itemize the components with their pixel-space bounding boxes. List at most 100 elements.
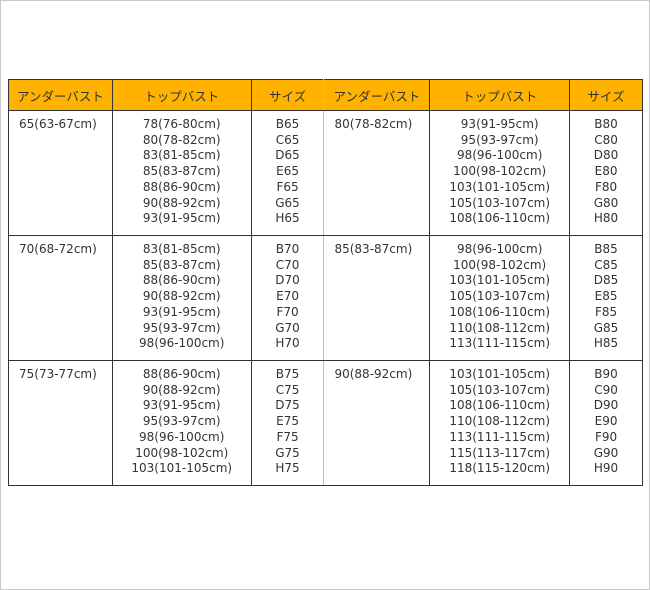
size-cell: B85 C85 D85 E85 F85 G85 H85 [569,235,643,361]
top-bust-value: 105(103-107cm) [449,289,551,304]
top-bust-value: 93(91-95cm) [142,304,221,319]
size-value: D85 [593,273,619,288]
size-value: F90 [594,429,618,444]
size-value: H70 [275,336,300,351]
top-bust-value: 113(111-115cm) [449,429,551,444]
top-bust-value: 103(101-105cm) [131,461,233,476]
top-bust-value: 115(113-117cm) [449,445,551,460]
size-value: E85 [594,289,618,304]
top-bust-value: 108(106-110cm) [449,398,551,413]
size-value: B90 [594,367,618,381]
top-bust-cell: 93(91-95cm) 95(93-97cm) 98(96-100cm) 100(98… [429,110,571,236]
top-bust-value: 88(86-90cm) [142,273,221,288]
top-bust-value: 105(103-107cm) [449,195,551,210]
header-row: アンダーバスト トップバスト サイズ アンダーバスト トップバスト サイズ [8,79,643,111]
top-bust-value: 95(93-97cm) [142,414,221,429]
size-value: E90 [594,414,618,429]
top-bust-value: 93(91-95cm) [460,117,539,131]
top-bust-value: 105(103-107cm) [449,382,551,397]
top-bust-value: 113(111-115cm) [449,336,551,351]
size-value: B65 [275,117,300,131]
top-bust-value: 88(86-90cm) [142,367,221,381]
size-value: H65 [275,211,300,226]
top-bust-value: 83(81-85cm) [142,148,221,163]
under-bust-cell: 70(68-72cm) [8,235,113,361]
size-value: G90 [593,445,619,460]
under-bust-cell: 75(73-77cm) [8,360,113,486]
size-value: H75 [275,461,300,476]
header-size: サイズ [250,79,325,111]
table-row: 65(63-67cm) 78(76-80cm) 80(78-82cm) 83(81-8… [8,110,643,236]
top-bust-value: 90(88-92cm) [142,289,221,304]
top-bust-cell: 78(76-80cm) 80(78-82cm) 83(81-85cm) 85(83-8… [111,110,252,236]
under-bust-cell: 90(88-92cm) [323,360,431,486]
size-value: D65 [275,148,300,163]
top-bust-value: 85(83-87cm) [142,164,221,179]
top-bust-value: 90(88-92cm) [142,382,221,397]
header-top-bust: トップバスト [429,79,571,111]
top-bust-value: 93(91-95cm) [142,211,221,226]
table-row: 70(68-72cm) 83(81-85cm) 85(83-87cm) 88(86-9… [8,235,643,361]
size-value: B70 [275,242,300,256]
size-value: C80 [594,132,618,147]
top-bust-value: 78(76-80cm) [142,117,221,131]
top-bust-value: 103(101-105cm) [449,179,551,194]
size-value: E65 [276,164,299,179]
size-value: F75 [276,429,299,444]
size-value: H90 [593,461,619,476]
top-bust-value: 100(98-102cm) [453,164,547,179]
under-bust-cell: 65(63-67cm) [8,110,113,236]
size-value: H85 [593,336,619,351]
size-value: C75 [275,382,300,397]
header-under-bust: アンダーバスト [8,79,113,111]
under-bust-cell: 80(78-82cm) [323,110,431,236]
top-bust-cell: 88(86-90cm) 90(88-92cm) 93(91-95cm) 95(93-9… [111,360,252,486]
size-cell: B80 C80 D80 E80 F80 G80 H80 [569,110,643,236]
top-bust-value: 110(108-112cm) [449,414,551,429]
size-value: B85 [594,242,618,256]
size-value: C70 [275,257,300,272]
size-value: C90 [594,382,618,397]
top-bust-value: 95(93-97cm) [142,320,221,335]
size-chart-table: アンダーバスト トップバスト サイズ アンダーバスト トップバスト サイズ 65… [8,79,643,486]
header-size: サイズ [569,79,643,111]
size-value: D80 [593,148,619,163]
top-bust-value: 108(106-110cm) [449,211,551,226]
size-cell: B70 C70 D70 E70 F70 G70 H70 [250,235,325,361]
top-bust-value: 100(98-102cm) [135,445,229,460]
size-value: E75 [276,414,299,429]
top-bust-cell: 98(96-100cm) 100(98-102cm) 103(101-105cm) 1… [429,235,571,361]
top-bust-cell: 103(101-105cm) 105(103-107cm) 108(106-110c… [429,360,571,486]
top-bust-value: 80(78-82cm) [142,132,221,147]
size-value: F65 [276,179,299,194]
size-value: F80 [594,179,618,194]
size-cell: B75 C75 D75 E75 F75 G75 H75 [250,360,325,486]
top-bust-value: 118(115-120cm) [449,461,551,476]
header-top-bust: トップバスト [111,79,252,111]
size-value: G85 [593,320,619,335]
size-value: D70 [275,273,300,288]
size-value: H80 [593,211,619,226]
size-value: G75 [275,445,300,460]
top-bust-value: 98(96-100cm) [139,429,225,444]
size-value: B80 [594,117,618,131]
size-value: F70 [276,304,299,319]
top-bust-value: 90(88-92cm) [142,195,221,210]
size-value: G80 [593,195,619,210]
top-bust-value: 95(93-97cm) [460,132,539,147]
top-bust-value: 83(81-85cm) [142,242,221,256]
size-value: E80 [594,164,618,179]
top-bust-value: 98(96-100cm) [456,148,543,163]
size-cell: B90 C90 D90 E90 F90 G90 H90 [569,360,643,486]
top-bust-value: 93(91-95cm) [142,398,221,413]
size-value: E70 [276,289,299,304]
table-row: 75(73-77cm) 88(86-90cm) 90(88-92cm) 93(91-9… [8,360,643,486]
top-bust-value: 98(96-100cm) [139,336,225,351]
size-value: C85 [594,257,618,272]
top-bust-value: 108(106-110cm) [449,304,551,319]
top-bust-value: 85(83-87cm) [142,257,221,272]
size-value: G70 [275,320,300,335]
top-bust-value: 103(101-105cm) [449,273,551,288]
size-value: D90 [593,398,619,413]
size-value: G65 [275,195,300,210]
